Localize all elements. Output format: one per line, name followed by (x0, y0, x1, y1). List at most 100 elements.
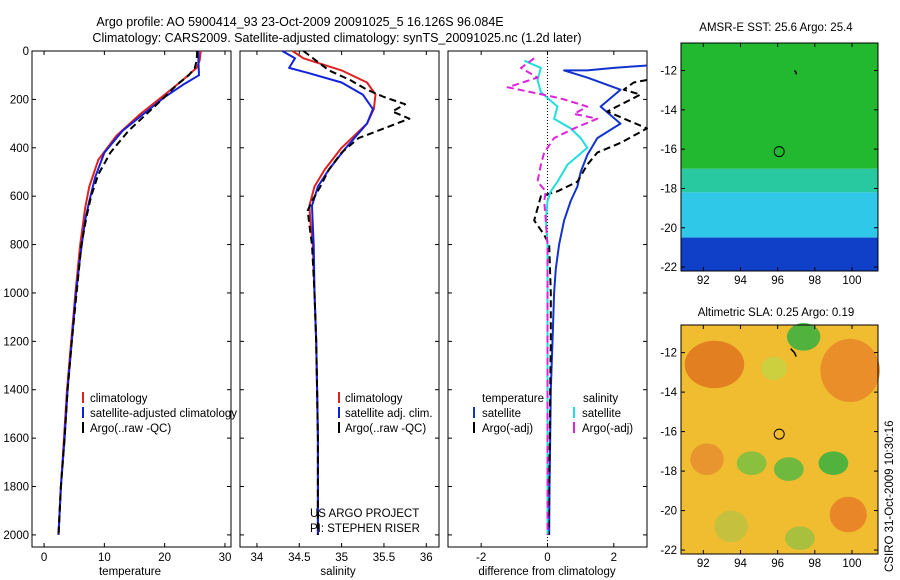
legend-label-temp-argo: Argo(-adj) (482, 423, 533, 435)
y-tick-label: 400 (10, 143, 29, 155)
legend-swatch-temp-satellite (473, 407, 475, 418)
legend-label-climatology: climatology (345, 393, 403, 405)
legend-label-satellite: satellite adj. clim. (345, 408, 433, 420)
x-tick-label: 0 (41, 552, 47, 564)
legend-label-temp-satellite: satellite (482, 408, 521, 420)
field-anomaly-blob (786, 323, 821, 351)
legend-label-sal-satellite: satellite (582, 408, 621, 420)
salinity-panel: 34 34.5 35 35.5 36 salinity climatology sate… (239, 50, 440, 578)
field-anomaly-blob (690, 443, 724, 476)
legend-swatch-argo (338, 422, 340, 433)
legend-label-sal-argo: Argo(-adj) (582, 423, 633, 435)
salinity-xlabel: salinity (320, 566, 355, 578)
field-anomaly-blob (736, 451, 767, 476)
series-line-argo (57, 50, 199, 535)
y-tick-label: -14 (660, 105, 677, 117)
field-anomaly-blob (714, 510, 748, 543)
legend-label-argo: Argo(..raw -QC) (90, 423, 171, 435)
y-tick-label: -12 (660, 348, 677, 360)
salinity-ticks: 34 34.5 35 35.5 36 (240, 50, 439, 564)
sst-field (681, 43, 878, 271)
sla-map-marks (773, 348, 797, 440)
figure-title-line2: Climatology: CARS2009. Satellite-adjuste… (92, 31, 581, 45)
y-tick-label: -12 (660, 66, 677, 78)
x-tick-label: 98 (808, 275, 821, 287)
field-region-transition (681, 168, 878, 193)
sla-map-ticks: 92 94 96 98 100 -12 -14 -16 -18 -20 -22 (660, 325, 878, 570)
temperature-ticks: 0 10 20 30 0 200 400 600 800 1000 1200 1400 1600 1800… (3, 46, 231, 564)
side-timestamp: CSIRO 31-Oct-2009 10:30:16 (884, 421, 896, 573)
y-tick-label: 2000 (3, 530, 29, 542)
project-annotation: US ARGO PROJECT (310, 508, 419, 520)
sla-map-frame (680, 324, 879, 555)
legend-header-temperature: temperature (482, 393, 544, 405)
y-tick-label: 1400 (3, 385, 29, 397)
legend-label-argo: Argo(..raw -QC) (345, 423, 426, 435)
y-tick-label: 200 (10, 94, 29, 106)
temperature-lines (57, 50, 202, 535)
y-tick-label: -22 (660, 545, 677, 557)
y-tick-label: 800 (10, 240, 29, 252)
field-anomaly-blob (773, 457, 804, 481)
difference-legend: temperature salinity satellite Argo(-adj… (473, 393, 633, 435)
x-tick-label: 2 (611, 552, 617, 564)
x-tick-label: 20 (158, 552, 171, 564)
y-tick-label: -14 (660, 387, 677, 399)
y-tick-label: 1600 (3, 433, 29, 445)
sst-map-frame (680, 42, 879, 272)
legend-swatch-climatology (82, 392, 84, 403)
sst-map-ticks: 92 94 96 98 100 -12 -14 -16 -18 -20 -22 (660, 43, 878, 287)
legend-swatch-climatology (338, 392, 340, 403)
legend-swatch-satellite (338, 407, 340, 418)
float-position-marker (773, 428, 785, 440)
x-tick-label: -2 (476, 552, 486, 564)
field-anomaly-blob (684, 340, 745, 389)
float-position-marker (773, 146, 785, 158)
y-tick-label: -18 (660, 183, 677, 195)
y-tick-label: 1000 (3, 288, 29, 300)
legend-label-satellite: satellite-adjusted climatology (90, 408, 237, 420)
legend-swatch-sal-satellite (573, 407, 575, 418)
x-tick-label: 96 (771, 558, 784, 570)
field-anomaly-blob (829, 496, 867, 533)
legend-label-climatology: climatology (90, 393, 148, 405)
float-track (793, 69, 797, 75)
x-tick-label: 34.5 (288, 552, 310, 564)
y-tick-label: 600 (10, 191, 29, 203)
field-region-north (681, 43, 878, 169)
x-tick-label: 92 (697, 275, 710, 287)
temperature-legend: climatology satellite-adjusted climatolo… (82, 392, 237, 435)
x-tick-label: 35 (335, 552, 348, 564)
sla-map-title: Altimetric SLA: 0.25 Argo: 0.19 (698, 307, 855, 319)
y-tick-label: 0 (23, 46, 29, 58)
x-tick-label: 94 (734, 558, 747, 570)
legend-swatch-sal-argo (573, 422, 575, 433)
field-anomaly-blob (785, 526, 815, 551)
y-tick-label: -16 (660, 427, 677, 439)
field-region-blue-band (681, 237, 878, 271)
x-tick-label: 30 (219, 552, 232, 564)
temperature-axes-frame (31, 50, 232, 548)
sst-map-marks (773, 69, 797, 158)
y-tick-label: -20 (660, 506, 677, 518)
y-tick-label: 1800 (3, 482, 29, 494)
difference-lines (506, 51, 648, 547)
x-tick-label: 94 (734, 275, 747, 287)
figure-title-line1: Argo profile: AO 5900414_93 23-Oct-2009 … (96, 15, 503, 29)
sst-map-title: AMSR-E SST: 25.6 Argo: 25.4 (699, 22, 853, 34)
field-anomaly-blob (818, 451, 849, 476)
salinity-axes-frame (239, 50, 440, 548)
legend-swatch-temp-argo (473, 422, 475, 433)
difference-xlabel: difference from climatology (478, 566, 615, 578)
salinity-lines (281, 50, 411, 535)
y-tick-label: -18 (660, 466, 677, 478)
x-tick-label: 0 (544, 552, 550, 564)
salinity-legend: climatology satellite adj. clim. Argo(..… (338, 392, 433, 435)
x-tick-label: 34 (251, 552, 264, 564)
y-tick-label: -22 (660, 262, 677, 274)
field-anomaly-blob (820, 338, 880, 402)
x-tick-label: 92 (697, 558, 710, 570)
field-region-cyan-band (681, 192, 878, 238)
difference-panel: -2 0 2 difference from climatology tempera… (447, 50, 648, 578)
